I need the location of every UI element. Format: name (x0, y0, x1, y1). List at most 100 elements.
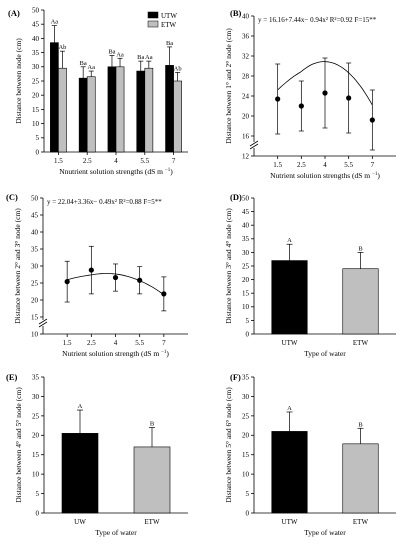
x-tick-label: ETW (353, 339, 369, 347)
bar-utw (271, 260, 308, 335)
significance-letter: Ba (166, 40, 173, 47)
y-tick-label: 5 (246, 490, 250, 498)
legend-swatch-utw (147, 11, 159, 19)
x-tick-label: 5.5 (135, 339, 144, 347)
axis-break-mark (38, 318, 48, 325)
y-tick-label: 15 (242, 290, 250, 298)
significance-letter: Ba (137, 54, 144, 61)
significance-letter: Aa (87, 64, 95, 71)
y-tick-label: 20 (32, 432, 40, 440)
data-point (322, 90, 328, 96)
significance-letter: Aa (116, 51, 124, 58)
x-tick-label: UTW (282, 339, 298, 347)
bar-etw (115, 66, 125, 153)
x-axis-label: Nutrient solution strength (dS m −1) (62, 349, 169, 358)
axis-break-mark (38, 321, 48, 328)
y-tick-label: 35 (242, 373, 250, 381)
panel-c: (C) 10 15 20 25 30 35 40 45 50 Distance between 2°… (6, 192, 188, 358)
data-point (161, 291, 167, 297)
y-tick-label: 30 (242, 393, 250, 401)
y-tick-label: 30 (242, 249, 250, 257)
data-point (275, 96, 281, 102)
x-axis-label: Nnutrient solution strengths (dS m −1) (59, 167, 173, 176)
y-axis-label: Distance between 4° and 5° node (cm) (14, 387, 23, 503)
x-axis-unit-end: ) (166, 349, 169, 358)
x-tick-label: ETW (353, 518, 369, 526)
y-tick-label: 35 (242, 235, 250, 243)
y-tick-label: 35 (32, 373, 40, 381)
x-tick-label: 2.5 (83, 157, 92, 165)
y-tick-label: 15 (32, 106, 40, 114)
significance-letter: Aa (145, 54, 153, 61)
x-tick-label: 1.5 (63, 339, 72, 347)
y-tick-label: 15 (31, 313, 39, 321)
x-tick-label: 7 (162, 339, 166, 347)
significance-letter: Ba (80, 60, 87, 67)
axis-break-gap (39, 320, 47, 326)
y-tick-label: 12 (242, 152, 250, 160)
bar-etw (342, 443, 379, 514)
x-axis-label-text: Nutrient solution strength (dS m (62, 349, 161, 358)
y-tick-label: 10 (32, 120, 40, 128)
y-tick-label: 10 (242, 471, 250, 479)
bar-etw (133, 446, 171, 514)
bar-etw (86, 76, 96, 153)
legend-label: UTW (161, 12, 177, 20)
x-tick-label: 1.5 (54, 157, 63, 165)
x-tick-label: 2.5 (297, 161, 306, 169)
x-axis-label: Type of water (304, 349, 346, 358)
y-tick-label: 10 (32, 471, 40, 479)
x-axis-unit-end: ) (377, 171, 380, 180)
y-tick-label: 45 (32, 21, 40, 29)
y-tick-label: 15 (32, 451, 40, 459)
y-tick-label: 0 (36, 509, 40, 517)
y-tick-label: 5 (36, 134, 40, 142)
y-tick-label: 10 (31, 330, 39, 338)
legend-swatch-etw (147, 20, 159, 28)
significance-letter: A (78, 403, 83, 410)
y-tick-label: 20 (32, 92, 40, 100)
x-axis-label: Type of water (95, 528, 137, 537)
y-tick-label: 45 (242, 208, 250, 216)
y-tick-label: 0 (246, 330, 250, 338)
panel-label: (A) (8, 8, 20, 18)
bar-utw (271, 431, 308, 514)
panel-a: (A) 0 5 10 15 20 25 30 35 40 45 50 Distance between … (8, 6, 188, 176)
panel-d: (D) 0 5 10 15 20 25 30 35 40 45 50 Distance between … (224, 192, 396, 358)
x-tick-label: UTW (282, 518, 298, 526)
y-tick-label: 0 (36, 148, 40, 156)
y-tick-label: 20 (31, 296, 39, 304)
y-tick-label: 25 (242, 262, 250, 270)
x-axis-label: Type of water (304, 528, 346, 537)
axis-break-mark (249, 143, 259, 150)
x-tick-label: 2.5 (87, 339, 96, 347)
bar-etw (342, 268, 379, 335)
y-tick-label: 45 (31, 211, 39, 219)
y-axis-label: Distance between 3° and 4° node (cm) (224, 208, 233, 324)
x-axis-unit-sup: −1 (165, 168, 171, 173)
significance-letter: Ba (108, 48, 115, 55)
y-tick-label: 25 (32, 412, 40, 420)
x-axis-label-text: Nnutrient solution strengths (dS m (59, 167, 165, 176)
x-tick-label: 1.5 (273, 161, 282, 169)
y-tick-label: 20 (242, 432, 250, 440)
significance-letter: B (150, 421, 155, 428)
axis-break-gap (250, 142, 258, 148)
bar-utw (136, 70, 146, 153)
data-point (137, 277, 143, 283)
data-point (369, 117, 375, 123)
x-axis-label: Nutrient solution strengths (dS m −1) (270, 171, 380, 180)
x-axis-label-text: Nutrient solution strengths (dS m (270, 171, 372, 180)
significance-letter: Ab (58, 44, 66, 51)
y-tick-label: 25 (242, 412, 250, 420)
panel-label: (E) (6, 372, 18, 382)
y-tick-label: 50 (242, 194, 250, 202)
legend-label: ETW (161, 21, 177, 29)
data-point (112, 274, 119, 281)
data-point (64, 279, 70, 285)
y-tick-label: 32 (242, 52, 250, 60)
bar-etw (58, 67, 67, 153)
y-tick-label: 15 (242, 451, 250, 459)
panel-label: (C) (6, 192, 18, 202)
